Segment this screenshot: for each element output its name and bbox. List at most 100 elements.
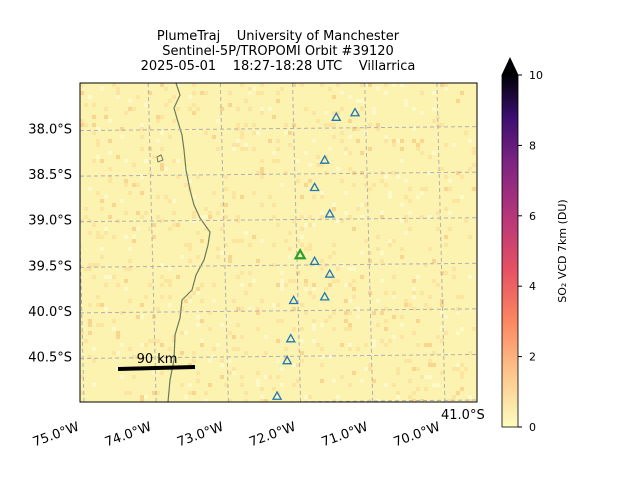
pixel <box>160 163 164 167</box>
pixel <box>140 355 144 359</box>
pixel <box>236 143 240 147</box>
pixel <box>180 351 184 355</box>
pixel <box>356 347 360 351</box>
pixel <box>400 315 404 319</box>
pixel <box>400 255 404 259</box>
pixel <box>236 107 240 111</box>
pixel <box>412 367 416 371</box>
pixel <box>168 199 172 203</box>
pixel <box>312 195 316 199</box>
pixel <box>380 259 384 263</box>
pixel <box>288 247 292 251</box>
pixel <box>408 199 412 203</box>
pixel <box>404 359 408 363</box>
pixel <box>188 179 192 183</box>
scale-bar <box>117 365 196 371</box>
pixel <box>348 299 352 303</box>
pixel <box>116 283 120 287</box>
pixel <box>420 399 424 402</box>
pixel <box>296 159 300 163</box>
pixel <box>208 383 212 387</box>
pixel <box>276 139 280 143</box>
pixel <box>96 323 100 327</box>
pixel <box>312 319 316 323</box>
pixel <box>368 367 372 371</box>
pixel <box>360 215 364 219</box>
pixel <box>416 343 420 347</box>
colorbar-tick-label: 10 <box>529 69 543 82</box>
pixel <box>284 123 288 127</box>
pixel <box>348 135 352 139</box>
pixel <box>276 159 280 163</box>
pixel <box>376 235 380 239</box>
pixel <box>336 167 340 171</box>
pixel <box>232 195 236 199</box>
pixel <box>96 191 100 195</box>
pixel <box>468 139 472 143</box>
pixel <box>440 339 444 343</box>
pixel <box>260 387 264 391</box>
pixel <box>300 243 304 247</box>
pixel <box>356 307 360 311</box>
pixel <box>356 315 360 319</box>
pixel <box>200 239 204 243</box>
pixel <box>344 319 348 323</box>
pixel <box>188 383 192 387</box>
pixel <box>272 151 276 155</box>
pixel <box>412 107 416 111</box>
volcano <box>349 107 361 117</box>
pixel <box>112 327 116 331</box>
pixel <box>416 147 420 151</box>
pixel <box>388 195 392 199</box>
pixel <box>404 99 408 103</box>
pixel <box>296 271 300 275</box>
pixel <box>140 399 144 402</box>
pixel <box>248 271 252 275</box>
pixel <box>460 371 464 375</box>
pixel <box>396 395 400 399</box>
pixel <box>136 95 140 99</box>
pixel <box>236 139 240 143</box>
pixel <box>156 391 160 395</box>
pixel <box>200 91 204 95</box>
pixel <box>276 91 280 95</box>
pixel <box>84 215 88 219</box>
colorbar-tick-label: 6 <box>529 210 536 223</box>
x-tick-label: 74.0°W <box>103 420 154 451</box>
pixel <box>268 107 272 111</box>
pixel <box>160 263 164 267</box>
pixel <box>160 283 164 287</box>
pixel <box>196 379 200 383</box>
pixel <box>100 303 104 307</box>
pixel <box>304 287 308 291</box>
pixel <box>264 375 268 379</box>
pixel <box>196 287 200 291</box>
pixel <box>452 395 456 399</box>
pixel <box>280 271 284 275</box>
pixel <box>92 359 96 363</box>
pixel <box>408 379 412 383</box>
pixel <box>108 139 112 143</box>
pixel <box>172 339 176 343</box>
pixel <box>288 255 292 259</box>
pixel <box>280 283 284 287</box>
pixel <box>420 139 424 143</box>
pixel <box>344 299 348 303</box>
pixel <box>436 335 440 339</box>
pixel <box>304 395 308 399</box>
pixel <box>432 107 436 111</box>
pixel <box>424 263 428 267</box>
pixel <box>236 307 240 311</box>
pixel <box>380 179 384 183</box>
pixel <box>464 131 468 135</box>
pixel <box>292 383 296 387</box>
pixel <box>452 367 456 371</box>
pixel <box>440 167 444 171</box>
pixel <box>312 327 316 331</box>
pixel <box>304 107 308 111</box>
pixel <box>356 99 360 103</box>
pixel <box>240 147 244 151</box>
pixel <box>92 223 96 227</box>
pixel <box>416 387 420 391</box>
map-background <box>80 83 477 402</box>
